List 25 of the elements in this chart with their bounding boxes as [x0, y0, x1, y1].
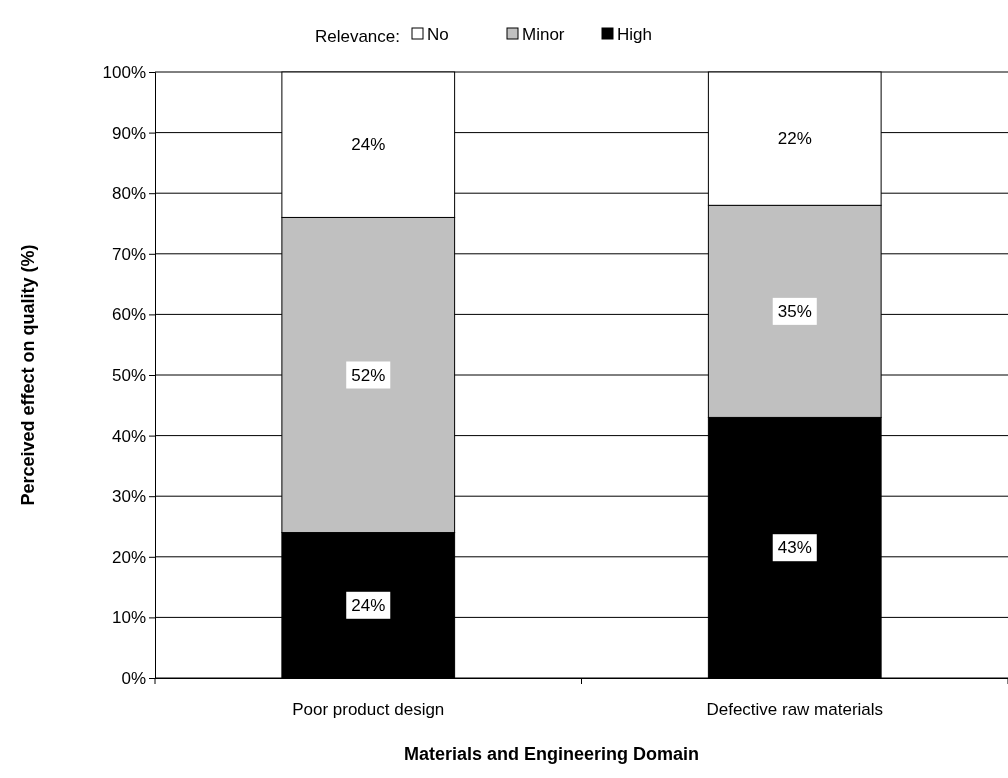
legend-label: No — [427, 25, 449, 44]
data-label: 52% — [351, 365, 386, 385]
y-tick-label: 100% — [102, 62, 146, 82]
y-tick-label: 70% — [111, 244, 146, 264]
y-tick-label: 30% — [111, 487, 146, 507]
data-label: 43% — [777, 538, 812, 558]
y-tick-label: 10% — [111, 608, 146, 628]
data-label: 35% — [777, 301, 812, 321]
legend-title: Relevance: — [314, 27, 400, 46]
x-axis-title: Materials and Engineering Domain — [403, 744, 700, 764]
legend-label: High — [617, 25, 652, 44]
y-tick-label: 50% — [111, 365, 146, 385]
data-label: 24% — [351, 135, 386, 155]
y-tick-label: 90% — [111, 123, 146, 143]
x-tick-label: Defective raw materials — [706, 700, 884, 719]
x-tick-label: Poor product design — [292, 700, 445, 719]
data-label: 24% — [351, 595, 386, 615]
y-tick-label: 0% — [121, 668, 146, 688]
y-axis-title: Perceived effect on quality (%) — [18, 244, 38, 506]
legend-label: Minor — [522, 25, 565, 44]
y-tick-label: 40% — [111, 426, 146, 446]
y-tick-label: 60% — [111, 305, 146, 325]
data-label: 22% — [777, 129, 812, 149]
y-tick-label: 20% — [111, 547, 146, 567]
y-tick-label: 80% — [111, 184, 146, 204]
